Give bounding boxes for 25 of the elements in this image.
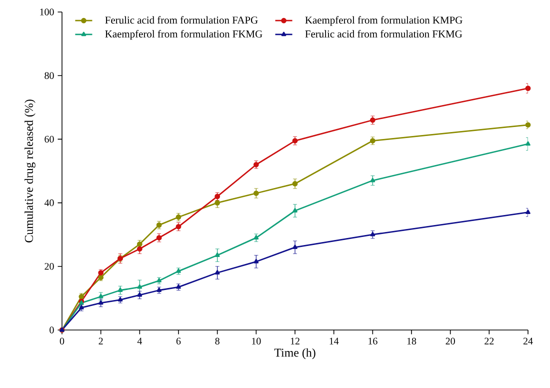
x-tick-label: 16 [368,338,378,344]
y-tick-label: 80 [44,72,54,79]
y-tick-label: 60 [44,136,54,143]
x-tick-label: 18 [407,338,416,344]
x-tick-label: 22 [484,338,494,344]
x-tick-label: 10 [252,338,261,344]
legend-label: Ferulic acid from formulation FKMG [305,30,462,38]
legend-label: Kaempferol from formulation FKMG [105,30,262,40]
x-tick-label: 24 [523,338,533,344]
y-tick-label: 0 [50,326,54,334]
x-tick-label: 14 [330,338,339,344]
x-tick-label: 6 [176,338,181,344]
legend-label: Ferulic acid from formulation FAPG [105,16,258,24]
legend-label: Kaempferol from formulation KMPG [305,16,462,26]
x-axis-title: Time (h) [274,348,316,360]
x-tick-label: 4 [137,338,142,344]
x-tick-label: 0 [60,338,64,344]
y-tick-label: 40 [44,199,54,206]
x-tick-label: 20 [446,338,455,344]
x-tick-label: 2 [98,338,103,344]
x-tick-label: 8 [215,338,220,344]
y-axis-title: Cumulative drug released (%) [24,100,36,242]
y-tick-label: 100 [40,8,54,16]
y-tick-label: 20 [44,263,54,270]
x-tick-label: 12 [290,338,300,344]
